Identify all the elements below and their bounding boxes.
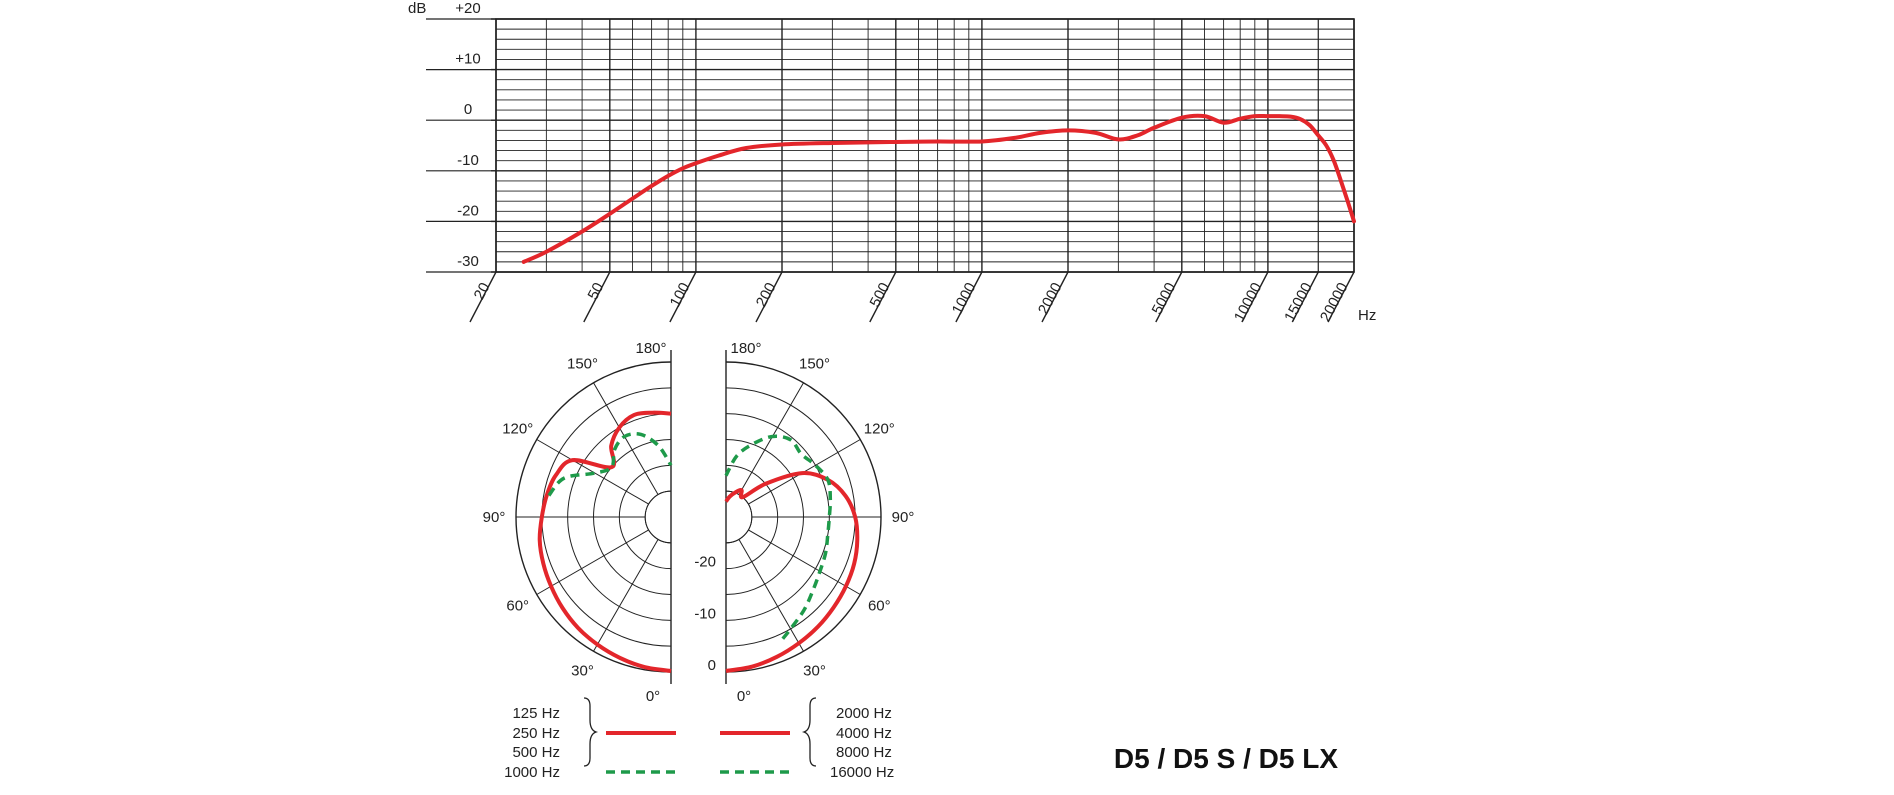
y-tick-label: +20 — [455, 0, 480, 17]
polar-spoke — [738, 382, 804, 495]
polar-spoke — [593, 382, 659, 495]
legend-brace-right — [801, 697, 817, 767]
polar-curve-right-dashed — [724, 434, 833, 640]
x-tick-line — [869, 271, 897, 323]
legend-label-left: 1000 Hz — [504, 764, 560, 781]
polar-angle-label: 90° — [483, 509, 506, 526]
polar-angle-labels: 180° 150° 120° 90° 60° 30° 0° 180° 150° 120° 90° 60… — [483, 340, 915, 705]
x-tick-line — [1291, 271, 1319, 323]
polar-r-tick-label: -10 — [694, 605, 716, 622]
legend-brace-left — [583, 697, 599, 767]
polar-spoke — [536, 529, 649, 595]
x-tick-label: 10000 — [1231, 280, 1266, 325]
x-tick-line — [755, 271, 783, 323]
polar-legend: 125 Hz 250 Hz 500 Hz 1000 Hz 2000 Hz 4000 Hz 8… — [504, 697, 894, 781]
legend-label-right: 4000 Hz — [836, 725, 892, 742]
page-title: D5 / D5 S / D5 LX — [1114, 743, 1338, 774]
polar-angle-label: 150° — [799, 356, 830, 373]
polar-angle-label: 30° — [803, 662, 826, 679]
x-tick-label: 50 — [584, 280, 607, 303]
frequency-curve — [521, 113, 1356, 264]
x-tick-line — [669, 271, 697, 323]
polar-curve-left-solid — [537, 410, 672, 673]
legend-label-right: 2000 Hz — [836, 705, 892, 722]
x-tick-line — [583, 271, 611, 323]
x-tick-line — [1241, 271, 1269, 323]
polar-angle-label: 120° — [502, 421, 533, 438]
polar-angle-label: 60° — [868, 598, 891, 615]
polar-ring — [644, 490, 672, 544]
legend-label-left: 500 Hz — [512, 744, 560, 761]
polar-angle-label: 180° — [635, 340, 666, 357]
polar-spoke — [593, 539, 659, 652]
polar-angle-label: 120° — [864, 421, 895, 438]
x-tick-label: 2000 — [1035, 280, 1066, 317]
x-tick-label: 5000 — [1149, 280, 1180, 317]
polar-angle-label: 150° — [567, 356, 598, 373]
polar-angle-label: 60° — [506, 598, 529, 615]
polar-spoke — [738, 539, 804, 652]
polar-curve-left-dashed — [547, 431, 673, 497]
x-tick-line — [955, 271, 983, 323]
polar-angle-label: 30° — [571, 662, 594, 679]
polar-angle-label: 90° — [892, 509, 915, 526]
legend-label-right: 16000 Hz — [830, 764, 894, 781]
polar-spoke — [748, 529, 861, 595]
x-tick-label: 20 — [471, 280, 494, 303]
x-tick-label: 20000 — [1317, 280, 1352, 325]
x-axis-label: Hz — [1358, 307, 1376, 324]
y-axis-label: dB — [408, 0, 426, 17]
x-tick-line — [469, 271, 497, 323]
y-tick-label: -10 — [457, 152, 479, 169]
polar-curve-right-solid — [724, 471, 860, 673]
y-tick-label: +10 — [455, 51, 480, 68]
legend-label-left: 250 Hz — [512, 725, 560, 742]
x-tick-line — [1155, 271, 1183, 323]
legend-label-left: 125 Hz — [512, 705, 560, 722]
polar-angle-label: 0° — [737, 688, 751, 705]
x-tick-line — [1041, 271, 1069, 323]
polar-grid-left — [515, 350, 672, 684]
polar-pattern-chart: 180° 150° 120° 90° 60° 30° 0° 180° 150° 120° 90° 60… — [483, 340, 915, 705]
plot-frame — [495, 18, 1355, 273]
x-tick-label: 15000 — [1281, 280, 1316, 325]
polar-angle-label: 0° — [646, 688, 660, 705]
frequency-series — [521, 113, 1356, 264]
polar-r-tick-label: 0 — [708, 657, 716, 674]
polar-series — [537, 410, 860, 673]
legend-label-right: 8000 Hz — [836, 744, 892, 761]
polar-angle-label: 180° — [730, 340, 761, 357]
polar-grid-right — [725, 350, 882, 684]
x-tick-line — [1327, 271, 1355, 323]
polar-center — [644, 490, 672, 544]
x-tick-label: 1000 — [949, 280, 980, 317]
frequency-grid — [426, 18, 1355, 273]
y-tick-label: -30 — [457, 253, 479, 270]
y-tick-label: -20 — [457, 202, 479, 219]
polar-r-tick-label: -20 — [694, 554, 716, 571]
y-tick-label: 0 — [464, 101, 472, 118]
